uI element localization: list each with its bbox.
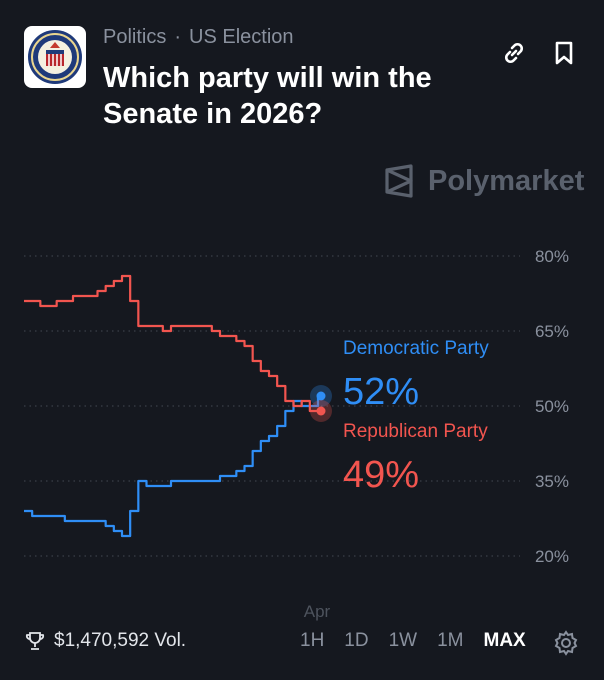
polymarket-logo-icon bbox=[385, 164, 413, 198]
link-icon[interactable] bbox=[499, 38, 529, 68]
volume-text: $1,470,592 Vol. bbox=[54, 630, 187, 651]
range-1h[interactable]: 1H bbox=[300, 630, 325, 651]
breadcrumb-separator: · bbox=[174, 26, 182, 48]
volume-info: $1,470,592 Vol. bbox=[24, 630, 186, 652]
senate-seal-logo[interactable] bbox=[24, 26, 86, 88]
chart-footer: $1,470,592 Vol. 1H 1D 1W 1M MAX bbox=[0, 622, 604, 662]
polymarket-watermark: Polymarket bbox=[382, 164, 584, 198]
series-line-republican bbox=[24, 274, 318, 413]
series-value-label: 49% bbox=[343, 454, 419, 496]
probability-chart[interactable]: 20% 35% 50% 65% 80% Apr Democratic Party 52% Re… bbox=[0, 230, 604, 622]
series-line-democratic bbox=[24, 396, 320, 538]
series-end-dot bbox=[316, 406, 326, 416]
range-max[interactable]: MAX bbox=[483, 630, 526, 651]
brand-name: Polymarket bbox=[428, 164, 585, 197]
y-tick-label: 50% bbox=[535, 397, 569, 416]
range-1w[interactable]: 1W bbox=[388, 630, 418, 651]
series-name-label: Republican Party bbox=[343, 421, 488, 442]
range-1m[interactable]: 1M bbox=[437, 630, 464, 651]
gear-icon[interactable] bbox=[553, 630, 579, 656]
trophy-icon bbox=[25, 632, 45, 650]
time-range-selector: 1H 1D 1W 1M MAX bbox=[300, 630, 546, 652]
y-tick-label: 20% bbox=[535, 547, 569, 566]
y-tick-label: 80% bbox=[535, 247, 569, 266]
market-title: Which party will win the Senate in 2026? bbox=[103, 62, 432, 130]
y-tick-label: 35% bbox=[535, 472, 569, 491]
x-tick-label: Apr bbox=[304, 602, 331, 621]
range-1d[interactable]: 1D bbox=[344, 630, 369, 651]
series-value-label: 52% bbox=[343, 371, 419, 413]
series-name-label: Democratic Party bbox=[343, 338, 489, 359]
bookmark-icon[interactable] bbox=[549, 38, 579, 68]
breadcrumb-subcategory[interactable]: US Election bbox=[189, 26, 294, 48]
breadcrumb-category[interactable]: Politics bbox=[103, 26, 167, 48]
breadcrumb: Politics · US Election bbox=[103, 26, 294, 49]
series-end-dot bbox=[316, 391, 326, 401]
y-tick-label: 65% bbox=[535, 322, 569, 341]
